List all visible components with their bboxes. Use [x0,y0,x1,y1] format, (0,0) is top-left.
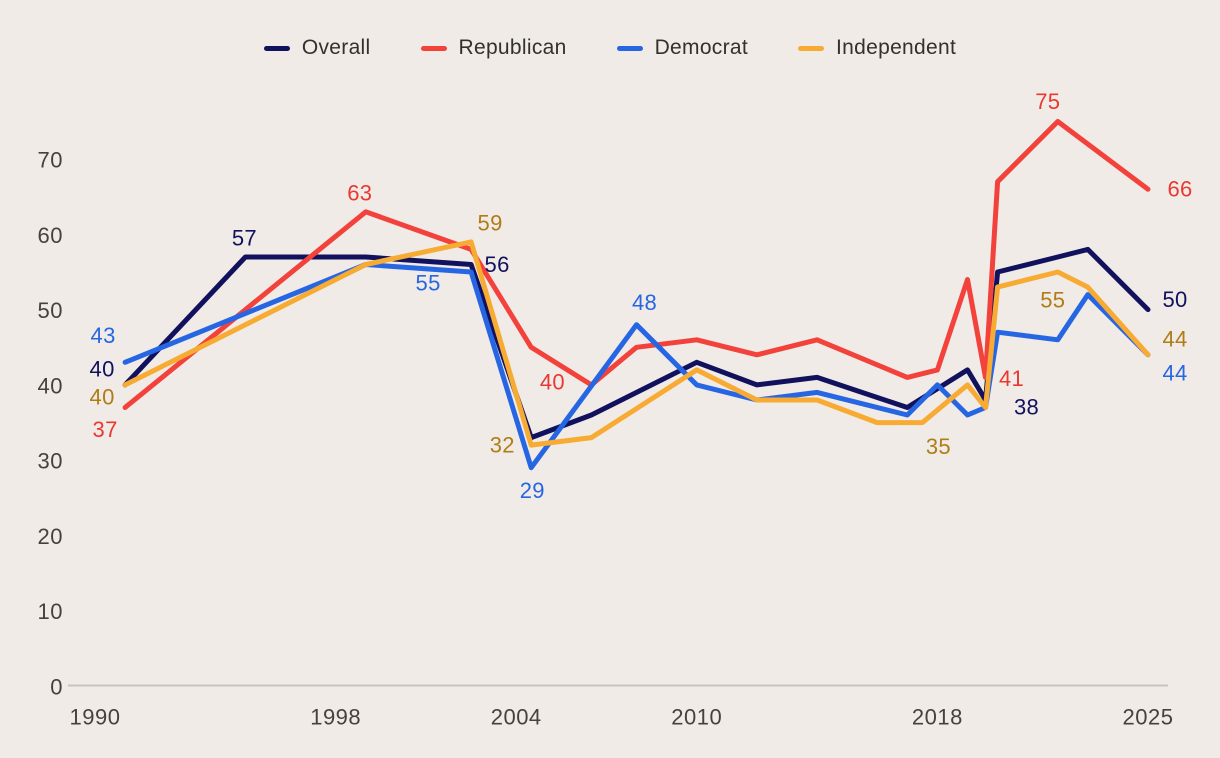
legend-swatch-icon [616,45,643,51]
y-axis-tick-label: 20 [38,524,63,549]
x-axis-tick-label: 2018 [912,705,963,730]
value-label-republican: 37 [93,417,118,442]
x-axis-tick-label: 1990 [70,705,121,730]
series-line-overall [122,246,1151,441]
x-axis-tick-label: 1998 [310,705,361,730]
y-axis-tick-label: 50 [38,298,63,323]
x-axis-tick-label: 2010 [671,705,722,730]
value-label-overall: 56 [485,252,510,277]
legend-item-democrat: Democrat [616,36,749,60]
value-label-independent: 40 [90,384,115,409]
legend-label: Democrat [654,36,749,59]
value-label-republican: 63 [347,180,372,205]
series-line-independent [122,239,1151,448]
value-label-republican: 66 [1167,177,1192,202]
legend-label: Republican [458,36,567,59]
y-axis-tick-label: 40 [38,373,63,398]
legend-item-republican: Republican [420,36,567,60]
y-axis-tick-label: 10 [38,599,63,624]
value-label-democrat: 55 [416,271,441,296]
value-label-overall: 57 [232,225,257,250]
value-label-republican: 41 [999,366,1024,391]
y-axis-tick-label: 30 [38,449,63,474]
value-label-overall: 38 [1014,394,1039,419]
y-axis-tick-label: 60 [38,223,63,248]
value-label-democrat: 44 [1162,360,1187,385]
value-label-overall: 40 [90,356,115,381]
series-line-republican [122,119,1151,410]
value-label-overall: 50 [1162,287,1187,312]
value-label-democrat: 43 [91,323,116,348]
value-label-democrat: 48 [632,290,657,315]
value-label-independent: 55 [1040,288,1065,313]
y-axis-tick-label: 0 [50,675,63,700]
y-axis-tick-label: 70 [38,148,63,173]
x-axis-tick-label: 2025 [1123,705,1174,730]
series-line-democrat [122,262,1151,471]
legend-item-independent: Independent [798,36,956,60]
value-label-republican: 40 [540,369,565,394]
legend-swatch-icon [798,45,825,51]
legend-swatch-icon [420,45,447,51]
chart-legend: Overall Republican Democrat Independent [0,36,1220,60]
value-label-independent: 32 [490,433,515,458]
legend-label: Independent [836,36,957,59]
value-label-independent: 35 [926,434,951,459]
x-axis-tick-label: 2004 [491,705,542,730]
value-label-independent: 59 [478,210,503,235]
legend-label: Overall [301,36,371,59]
value-label-democrat: 29 [520,478,545,503]
value-label-republican: 75 [1035,89,1060,114]
value-label-independent: 44 [1162,326,1187,351]
legend-swatch-icon [263,45,290,51]
legend-item-overall: Overall [263,36,371,60]
